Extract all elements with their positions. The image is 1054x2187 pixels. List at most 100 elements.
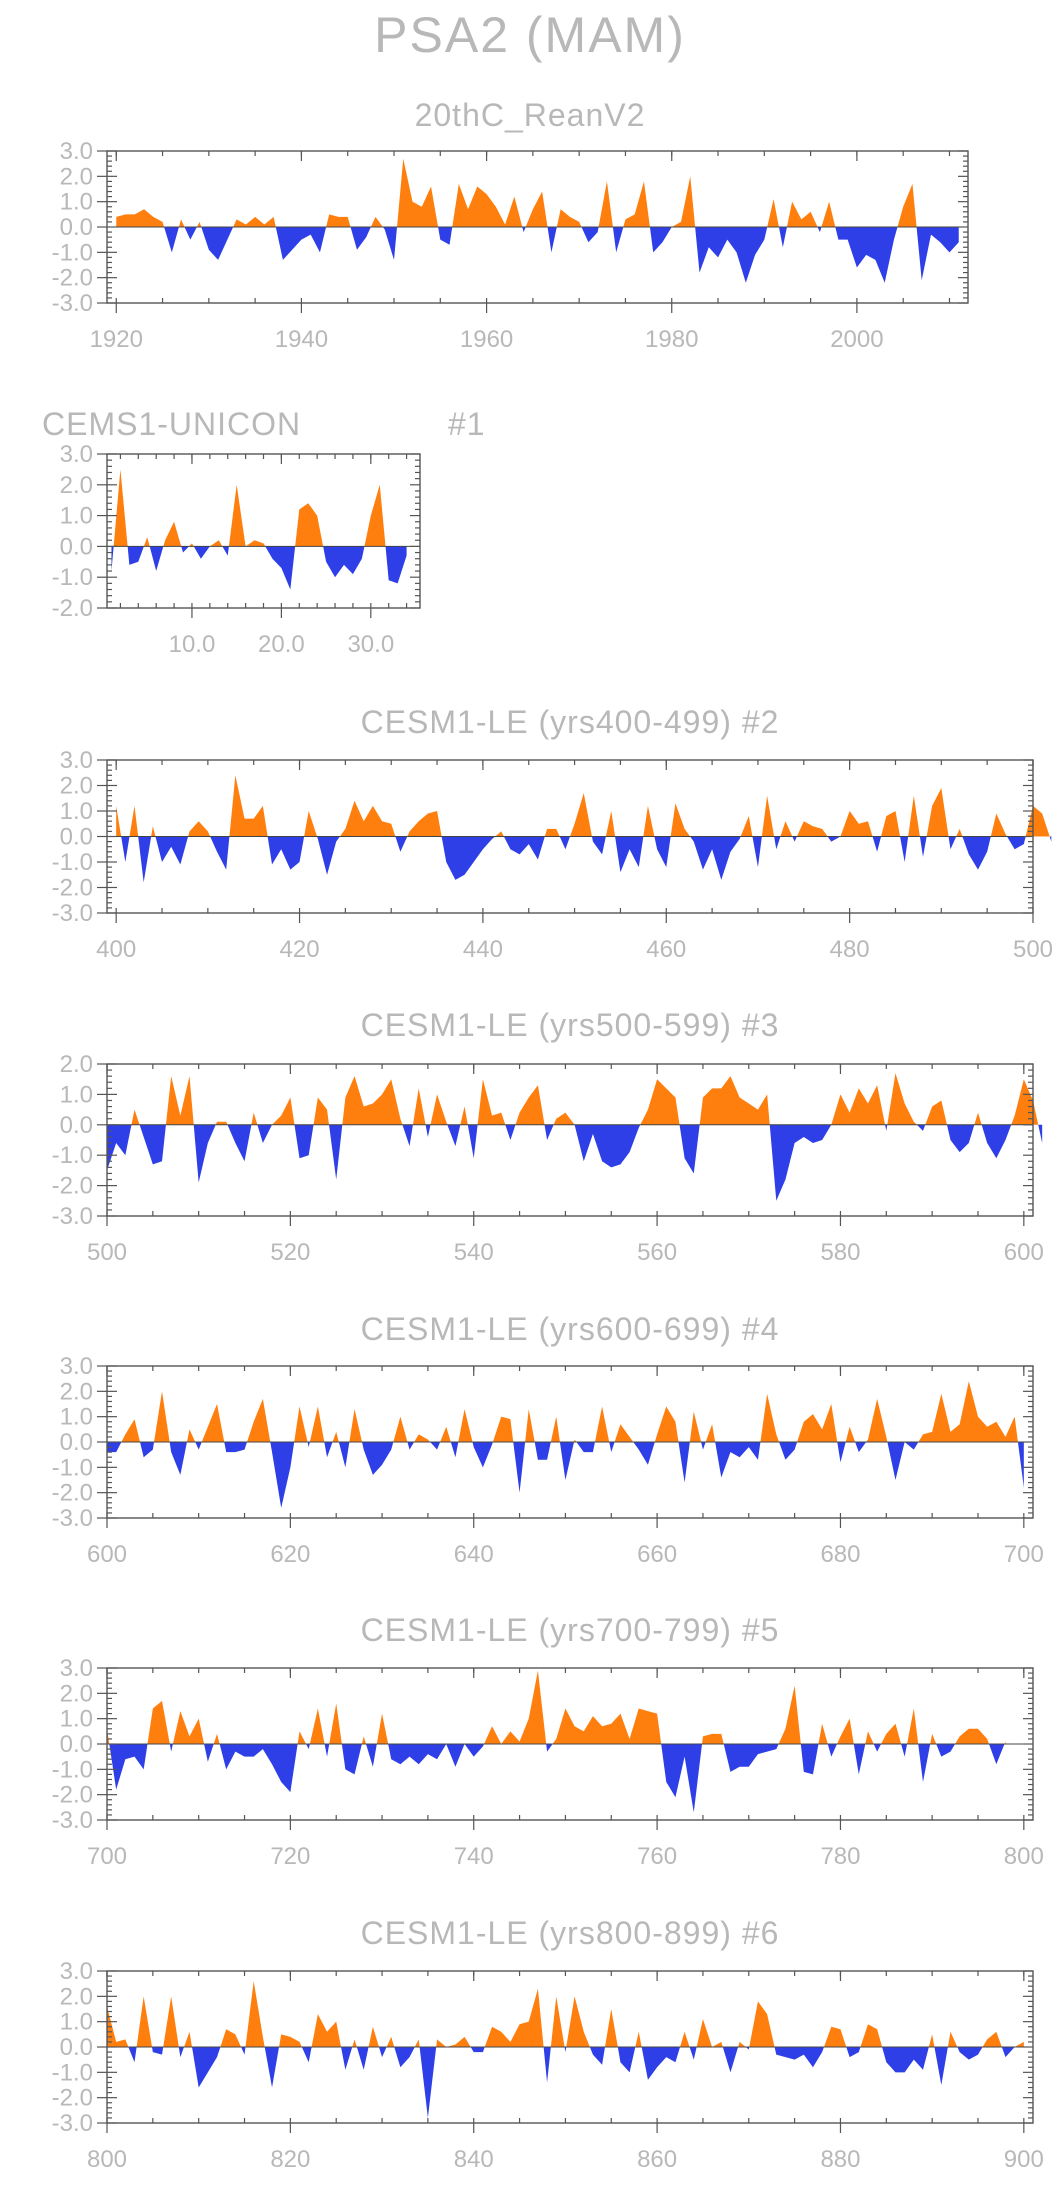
negative-area [107,1744,1006,1813]
y-tick-label: 2.0 [60,1680,93,1707]
x-tick-label: 740 [454,1843,494,1870]
y-tick-label: -3.0 [52,2110,93,2137]
y-tick-label: 2.0 [60,1983,93,2010]
x-tick-label: 800 [87,2146,127,2173]
panel-title: CESM1-LE (yrs400-499) #2 [361,704,780,740]
x-tick-label: 600 [87,1541,127,1568]
x-tick-label: 1940 [275,326,328,353]
y-tick-label: -2.0 [52,1480,93,1507]
y-tick-label: 2.0 [60,773,93,800]
y-tick-label: -1.0 [52,239,93,266]
positive-area [116,775,1052,837]
y-tick-label: 0.0 [60,1731,93,1758]
x-tick-label: 500 [87,1239,127,1266]
x-tick-label: 700 [1004,1541,1044,1568]
x-tick-label: 860 [637,2146,677,2173]
x-tick-label: 880 [820,2146,860,2173]
y-tick-label: 0.0 [60,214,93,241]
panel-title: CESM1-LE (yrs700-799) #5 [361,1612,780,1648]
y-tick-label: -3.0 [52,900,93,927]
panel-title: CESM1-LE (yrs600-699) #4 [361,1311,780,1347]
y-tick-label: -2.0 [52,875,93,902]
x-tick-label: 700 [87,1843,127,1870]
panel-title: 20thC_ReanV2 [415,97,646,133]
y-tick-label: 0.0 [60,1112,93,1139]
y-tick-label: 3.0 [60,441,93,468]
y-tick-label: -2.0 [52,595,93,622]
y-tick-label: -1.0 [52,2059,93,2086]
y-tick-label: 2.0 [60,163,93,190]
panel-7: CESM1-LE (yrs800-899) #6 3.02.01.00.0-1.0… [52,1915,1044,2173]
x-tick-label: 660 [637,1541,677,1568]
x-tick-label: 640 [454,1541,494,1568]
x-tick-label: 10.0 [169,631,216,658]
x-tick-label: 1920 [90,326,143,353]
x-tick-label: 620 [270,1541,310,1568]
panel-5: CESM1-LE (yrs600-699) #4 3.02.01.00.0-1.0… [52,1311,1044,1568]
negative-area [107,1124,1043,1201]
y-tick-label: -2.0 [52,265,93,292]
x-tick-label: 760 [637,1843,677,1870]
y-tick-label: 3.0 [60,1655,93,1682]
x-tick-label: 680 [820,1541,860,1568]
y-tick-label: -1.0 [52,1142,93,1169]
y-tick-label: 1.0 [60,503,93,530]
x-tick-label: 600 [1004,1239,1044,1266]
x-tick-label: 820 [270,2146,310,2173]
y-tick-label: -1.0 [52,1454,93,1481]
x-tick-label: 1980 [645,326,698,353]
y-tick-label: -2.0 [52,2085,93,2112]
negative-area [111,546,407,590]
x-tick-label: 440 [463,936,503,963]
y-tick-label: -1.0 [52,849,93,876]
panel-2: CEMS1-UNICON #1 3.0 2.0 1.0 0.0 -1.0 -2.0 10.0 20… [42,406,486,658]
x-tick-label: 900 [1004,2146,1044,2173]
y-tick-label: -2.0 [52,1173,93,1200]
panel-title: CESM1-LE (yrs500-599) #3 [361,1007,780,1043]
x-tick-label: 720 [270,1843,310,1870]
panel-title: CESM1-LE (yrs800-899) #6 [361,1915,780,1951]
positive-area [107,1381,1024,1442]
y-tick-label: 1.0 [60,1404,93,1431]
y-tick-label: 3.0 [60,138,93,165]
x-tick-label: 780 [820,1843,860,1870]
plot-frame [106,1063,1034,1217]
x-tick-label: 580 [820,1239,860,1266]
y-tick-label: -2.0 [52,1782,93,1809]
x-tick-label: 2000 [830,326,883,353]
y-tick-label: 1.0 [60,1706,93,1733]
panel-number-label: #1 [448,406,486,442]
y-tick-label: 2.0 [60,472,93,499]
x-tick-label: 420 [280,936,320,963]
y-tick-label: 1.0 [60,1081,93,1108]
y-tick-label: 0.0 [60,824,93,851]
x-tick-label: 480 [830,936,870,963]
y-tick-label: -3.0 [52,1203,93,1230]
y-tick-label: 1.0 [60,189,93,216]
x-tick-label: 400 [96,936,136,963]
negative-area [116,836,1052,883]
y-tick-label: 0.0 [60,1429,93,1456]
negative-area [107,2047,1024,2118]
panel-3: CESM1-LE (yrs400-499) #2 3.02.01.00.0-1.0… [52,704,1053,963]
x-tick-label: 500 [1013,936,1053,963]
x-tick-label: 520 [270,1239,310,1266]
y-tick-label: -3.0 [52,290,93,317]
x-tick-label: 800 [1004,1843,1044,1870]
x-tick-label: 20.0 [258,631,305,658]
y-tick-label: 0.0 [60,2034,93,2061]
y-tick-label: 2.0 [60,1051,93,1078]
y-tick-label: -1.0 [52,564,93,591]
y-tick-label: 1.0 [60,798,93,825]
positive-area [107,1073,1043,1125]
x-tick-label: 560 [637,1239,677,1266]
positive-area [107,1981,1024,2047]
y-tick-label: 3.0 [60,1958,93,1985]
y-tick-label: 1.0 [60,2009,93,2036]
x-tick-label: 540 [454,1239,494,1266]
positive-area [111,469,407,547]
panel-6: CESM1-LE (yrs700-799) #5 3.02.01.00.0-1.0… [52,1612,1044,1870]
x-tick-label: 840 [454,2146,494,2173]
y-tick-label: 3.0 [60,747,93,774]
